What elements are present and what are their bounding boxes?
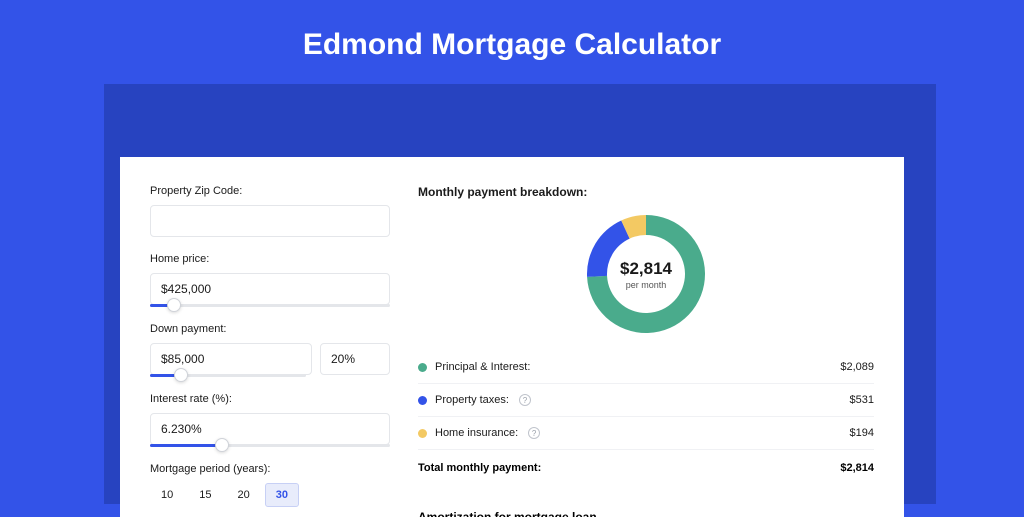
legend-left: Property taxes:? [418, 394, 531, 406]
interest-rate-field-group: Interest rate (%): [150, 393, 390, 447]
donut-center-sub: per month [626, 280, 667, 290]
donut-center: $2,814 per month [587, 215, 705, 333]
legend-value: $2,089 [840, 361, 874, 373]
down-payment-amount-input[interactable] [150, 343, 312, 375]
mortgage-period-option[interactable]: 15 [188, 483, 222, 507]
interest-rate-slider-fill [150, 444, 222, 447]
help-icon[interactable]: ? [528, 427, 540, 439]
breakdown-title: Monthly payment breakdown: [418, 185, 874, 199]
home-price-field-group: Home price: [150, 253, 390, 307]
legend-label: Property taxes: [435, 394, 509, 406]
home-price-slider[interactable] [150, 304, 390, 307]
payment-donut-chart: $2,814 per month [587, 215, 705, 333]
legend-dot [418, 396, 427, 405]
donut-wrap: $2,814 per month [418, 215, 874, 333]
down-payment-slider-thumb[interactable] [174, 368, 188, 382]
legend-row: Home insurance:? $194 [418, 417, 874, 449]
legend-label: Home insurance: [435, 427, 518, 439]
home-price-input[interactable] [150, 273, 390, 305]
page-title: Edmond Mortgage Calculator [0, 0, 1024, 84]
interest-rate-slider[interactable] [150, 444, 390, 447]
interest-rate-slider-thumb[interactable] [215, 438, 229, 452]
total-label: Total monthly payment: [418, 462, 541, 474]
amortization-title: Amortization for mortgage loan [418, 510, 874, 517]
form-column: Property Zip Code: Home price: Down paym… [150, 185, 390, 517]
donut-center-amount: $2,814 [620, 259, 672, 279]
interest-rate-input[interactable] [150, 413, 390, 445]
down-payment-slider[interactable] [150, 374, 306, 377]
mortgage-period-label: Mortgage period (years): [150, 463, 390, 475]
mortgage-period-option[interactable]: 20 [227, 483, 261, 507]
legend-value: $531 [850, 394, 874, 406]
legend-left: Home insurance:? [418, 427, 540, 439]
zip-field-group: Property Zip Code: [150, 185, 390, 237]
legend: Principal & Interest: $2,089 Property taxe… [418, 351, 874, 449]
legend-dot [418, 429, 427, 438]
zip-label: Property Zip Code: [150, 185, 390, 197]
total-row: Total monthly payment: $2,814 [418, 449, 874, 488]
down-payment-field-group: Down payment: [150, 323, 390, 377]
legend-left: Principal & Interest: [418, 361, 530, 373]
mortgage-period-field-group: Mortgage period (years): 10152030 [150, 463, 390, 507]
home-price-label: Home price: [150, 253, 390, 265]
zip-input[interactable] [150, 205, 390, 237]
calculator-card: Property Zip Code: Home price: Down paym… [120, 157, 904, 517]
down-payment-label: Down payment: [150, 323, 390, 335]
legend-row: Principal & Interest: $2,089 [418, 351, 874, 384]
breakdown-column: Monthly payment breakdown: $2,814 per mo… [418, 185, 874, 517]
home-price-slider-thumb[interactable] [167, 298, 181, 312]
help-icon[interactable]: ? [519, 394, 531, 406]
total-value: $2,814 [840, 462, 874, 474]
mortgage-period-option[interactable]: 30 [265, 483, 299, 507]
legend-row: Property taxes:? $531 [418, 384, 874, 417]
down-payment-percent-input[interactable] [320, 343, 390, 375]
interest-rate-label: Interest rate (%): [150, 393, 390, 405]
mortgage-period-option[interactable]: 10 [150, 483, 184, 507]
legend-value: $194 [850, 427, 874, 439]
mortgage-period-options: 10152030 [150, 483, 390, 507]
legend-label: Principal & Interest: [435, 361, 530, 373]
legend-dot [418, 363, 427, 372]
